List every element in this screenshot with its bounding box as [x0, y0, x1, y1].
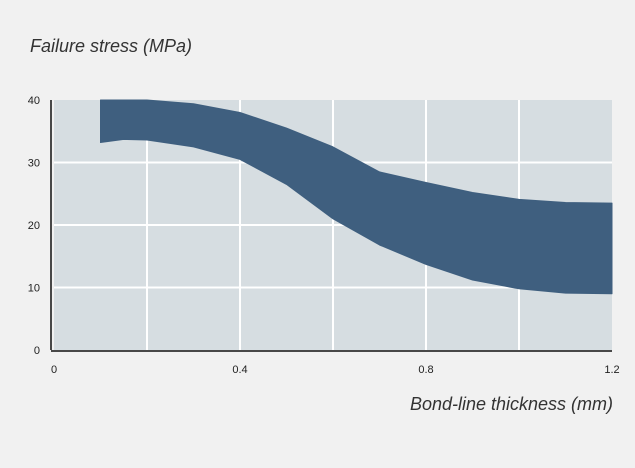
y-tick-label: 10 — [28, 283, 40, 295]
y-axis-label: Failure stress (MPa) — [30, 36, 193, 56]
x-tick-label: 0.4 — [232, 364, 247, 376]
failure-stress-band — [100, 99, 613, 295]
y-tick-label: 30 — [28, 158, 40, 170]
x-tick-label: 0.8 — [418, 364, 433, 376]
plot-layer: 0 10 20 30 40 0 0.4 0.8 1.2 — [28, 95, 620, 376]
x-tick-label: 0 — [51, 364, 57, 376]
y-tick-label: 20 — [28, 220, 40, 232]
y-tick-label: 0 — [34, 345, 40, 357]
x-tick-label: 1.2 — [604, 364, 619, 376]
y-tick-label: 40 — [28, 95, 40, 107]
x-axis-label: Bond-line thickness (mm) — [409, 394, 613, 414]
